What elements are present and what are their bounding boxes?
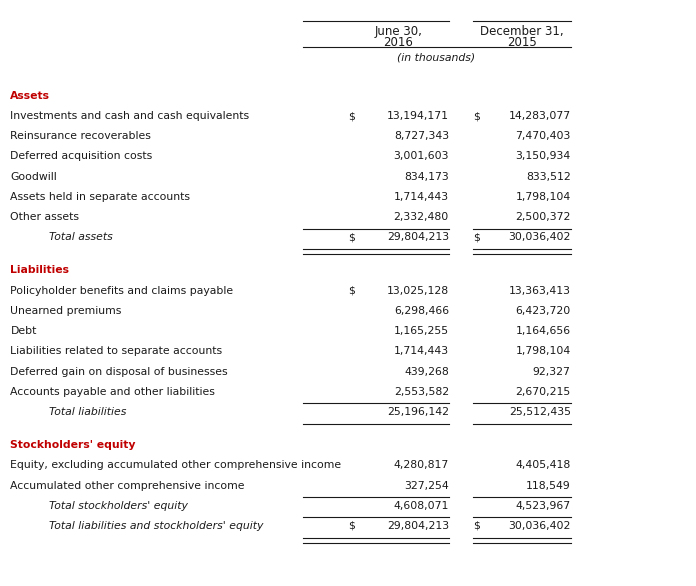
Text: 14,283,077: 14,283,077 — [509, 111, 571, 121]
Text: 2,670,215: 2,670,215 — [516, 387, 571, 397]
Text: Investments and cash and cash equivalents: Investments and cash and cash equivalent… — [10, 111, 250, 121]
Text: 25,512,435: 25,512,435 — [509, 407, 571, 417]
Text: Liabilities: Liabilities — [10, 265, 70, 275]
Text: 29,804,213: 29,804,213 — [387, 232, 449, 243]
Text: Total liabilities and stockholders' equity: Total liabilities and stockholders' equi… — [49, 521, 263, 531]
Text: $: $ — [473, 111, 480, 121]
Text: 2,500,372: 2,500,372 — [515, 212, 571, 222]
Text: 25,196,142: 25,196,142 — [387, 407, 449, 417]
Text: Policyholder benefits and claims payable: Policyholder benefits and claims payable — [10, 285, 234, 296]
Text: $: $ — [348, 111, 355, 121]
Text: 4,405,418: 4,405,418 — [516, 460, 571, 471]
Text: 1,798,104: 1,798,104 — [516, 192, 571, 202]
Text: 2016: 2016 — [383, 36, 413, 49]
Text: 6,423,720: 6,423,720 — [516, 306, 571, 316]
Text: 2,332,480: 2,332,480 — [394, 212, 449, 222]
Text: Reinsurance recoverables: Reinsurance recoverables — [10, 131, 151, 141]
Text: 834,173: 834,173 — [404, 172, 449, 182]
Text: 1,798,104: 1,798,104 — [516, 346, 571, 356]
Text: $: $ — [348, 232, 355, 243]
Text: 1,165,255: 1,165,255 — [394, 326, 449, 336]
Text: 30,036,402: 30,036,402 — [508, 521, 571, 531]
Text: 327,254: 327,254 — [404, 481, 449, 490]
Text: Total stockholders' equity: Total stockholders' equity — [49, 500, 188, 511]
Text: Equity, excluding accumulated other comprehensive income: Equity, excluding accumulated other comp… — [10, 460, 342, 471]
Text: Total assets: Total assets — [49, 232, 113, 243]
Text: 4,280,817: 4,280,817 — [394, 460, 449, 471]
Text: Unearned premiums: Unearned premiums — [10, 306, 122, 316]
Text: 2,553,582: 2,553,582 — [394, 387, 449, 397]
Text: (in thousands): (in thousands) — [397, 53, 475, 63]
Text: Assets: Assets — [10, 91, 50, 101]
Text: 13,025,128: 13,025,128 — [387, 285, 449, 296]
Text: 1,714,443: 1,714,443 — [394, 192, 449, 202]
Text: 6,298,466: 6,298,466 — [394, 306, 449, 316]
Text: Deferred gain on disposal of businesses: Deferred gain on disposal of businesses — [10, 366, 228, 377]
Text: 3,001,603: 3,001,603 — [393, 151, 449, 162]
Text: $: $ — [348, 285, 355, 296]
Text: Debt: Debt — [10, 326, 37, 336]
Text: 1,714,443: 1,714,443 — [394, 346, 449, 356]
Text: Goodwill: Goodwill — [10, 172, 57, 182]
Text: 3,150,934: 3,150,934 — [516, 151, 571, 162]
Text: December 31,: December 31, — [480, 25, 564, 38]
Text: 92,327: 92,327 — [533, 366, 571, 377]
Text: Total liabilities: Total liabilities — [49, 407, 126, 417]
Text: June 30,: June 30, — [374, 25, 422, 38]
Text: Other assets: Other assets — [10, 212, 79, 222]
Text: $: $ — [348, 521, 355, 531]
Text: 2015: 2015 — [507, 36, 537, 49]
Text: 13,194,171: 13,194,171 — [387, 111, 449, 121]
Text: 30,036,402: 30,036,402 — [508, 232, 571, 243]
Text: 8,727,343: 8,727,343 — [394, 131, 449, 141]
Text: Accumulated other comprehensive income: Accumulated other comprehensive income — [10, 481, 245, 490]
Text: 833,512: 833,512 — [526, 172, 571, 182]
Text: Liabilities related to separate accounts: Liabilities related to separate accounts — [10, 346, 223, 356]
Text: 29,804,213: 29,804,213 — [387, 521, 449, 531]
Text: 118,549: 118,549 — [526, 481, 571, 490]
Text: Stockholders' equity: Stockholders' equity — [10, 440, 136, 450]
Text: 439,268: 439,268 — [404, 366, 449, 377]
Text: $: $ — [473, 232, 480, 243]
Text: 4,523,967: 4,523,967 — [516, 500, 571, 511]
Text: 1,164,656: 1,164,656 — [516, 326, 571, 336]
Text: Assets held in separate accounts: Assets held in separate accounts — [10, 192, 191, 202]
Text: 4,608,071: 4,608,071 — [393, 500, 449, 511]
Text: Accounts payable and other liabilities: Accounts payable and other liabilities — [10, 387, 215, 397]
Text: Deferred acquisition costs: Deferred acquisition costs — [10, 151, 152, 162]
Text: $: $ — [473, 521, 480, 531]
Text: 7,470,403: 7,470,403 — [515, 131, 571, 141]
Text: 13,363,413: 13,363,413 — [509, 285, 571, 296]
